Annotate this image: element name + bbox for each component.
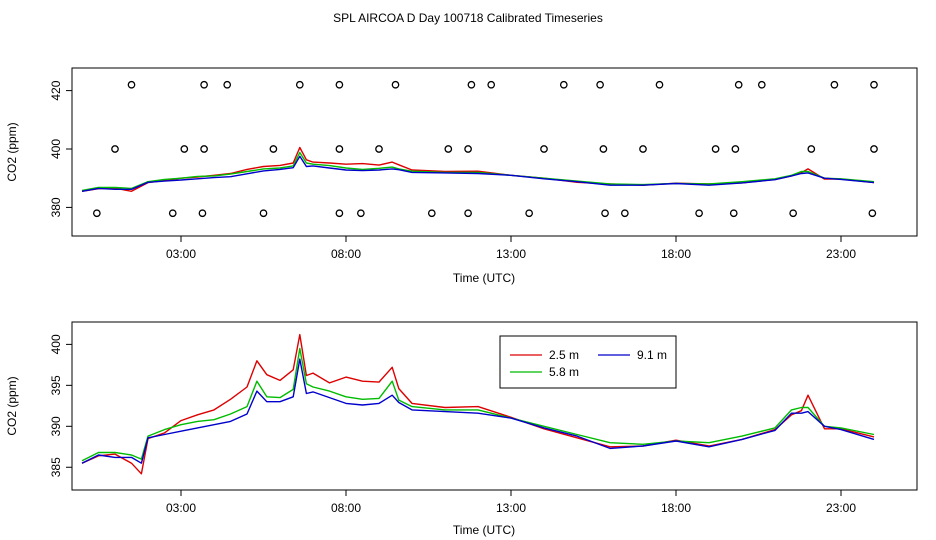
marker-point	[807, 145, 816, 153]
marker-point	[711, 145, 720, 153]
x-axis-bottom: 03:00 08:00 13:00 18:00 23:00	[166, 490, 856, 515]
y-axis-label-bottom: CO2 (ppm)	[5, 376, 19, 435]
series-line-2-5-m	[81, 146, 875, 193]
marker-point	[356, 209, 365, 218]
x-tick-label: 13:00	[496, 501, 526, 515]
x-tick-label: 18:00	[661, 247, 691, 261]
marker-point	[464, 209, 472, 218]
y-tick-label: 395	[49, 375, 63, 395]
marker-point	[789, 209, 798, 218]
marker-point	[200, 145, 208, 153]
marker-point	[200, 80, 208, 89]
y-tick-label: 400	[49, 139, 63, 159]
series-lines-bottom	[81, 333, 875, 475]
marker-point	[391, 80, 400, 89]
marker-point	[111, 145, 119, 153]
marker-point	[655, 80, 664, 89]
marker-point	[375, 145, 383, 153]
marker-point	[734, 80, 743, 89]
x-tick-label: 08:00	[331, 501, 361, 515]
x-axis-top: 03:00 08:00 13:00 18:00 23:00	[166, 236, 856, 261]
marker-point	[601, 209, 609, 218]
series-line-9-1-m	[81, 155, 875, 192]
marker-point	[540, 145, 548, 153]
legend-box	[499, 335, 677, 389]
legend-label-5-8m: 5.8 m	[549, 365, 579, 379]
marker-point	[335, 209, 344, 218]
marker-point	[596, 80, 604, 89]
marker-point	[525, 209, 534, 218]
series-lines-top	[81, 146, 875, 193]
marker-point	[868, 209, 877, 218]
marker-point	[127, 80, 136, 89]
marker-point	[427, 209, 436, 218]
marker-point	[757, 80, 766, 89]
y-tick-label: 400	[49, 334, 63, 354]
marker-point	[731, 145, 740, 153]
plot-frame-bottom	[71, 321, 918, 491]
marker-point	[870, 80, 878, 89]
marker-point	[259, 209, 268, 218]
marker-points-top	[93, 80, 878, 218]
marker-point	[335, 145, 344, 153]
marker-point	[870, 145, 878, 153]
series-line-5-8-m	[81, 347, 875, 462]
marker-point	[464, 145, 472, 153]
marker-point	[487, 80, 496, 89]
y-axis-label-top: CO2 (ppm)	[5, 122, 19, 181]
x-tick-label: 23:00	[826, 247, 856, 261]
x-tick-label: 13:00	[496, 247, 526, 261]
series-line-9-1-m	[81, 358, 875, 464]
marker-point	[467, 80, 476, 89]
marker-point	[559, 80, 568, 89]
marker-point	[168, 209, 177, 218]
panel-top: 03:00 08:00 13:00 18:00 23:00 380 400 420 Time…	[5, 67, 918, 285]
y-tick-label: 380	[49, 197, 63, 217]
x-tick-label: 23:00	[826, 501, 856, 515]
marker-point	[198, 209, 207, 218]
x-tick-label: 03:00	[166, 247, 196, 261]
y-tick-label: 420	[49, 80, 63, 100]
marker-point	[444, 145, 453, 153]
marker-point	[620, 209, 629, 218]
marker-point	[223, 80, 232, 89]
panel-bottom: 03:00 08:00 13:00 18:00 23:00 385 390 395 400 T…	[5, 321, 918, 537]
series-line-5-8-m	[81, 151, 875, 192]
x-tick-label: 03:00	[166, 501, 196, 515]
series-line-2-5-m	[81, 333, 875, 475]
y-tick-label: 385	[49, 457, 63, 477]
marker-point	[295, 80, 304, 89]
marker-point	[93, 209, 101, 218]
plot-frame-top	[71, 67, 918, 237]
chart-title: SPL AIRCOA D Day 100718 Calibrated Times…	[333, 11, 603, 25]
y-tick-label: 390	[49, 416, 63, 436]
marker-point	[639, 145, 647, 153]
x-tick-label: 18:00	[661, 501, 691, 515]
marker-point	[599, 145, 608, 153]
x-axis-label-top: Time (UTC)	[453, 271, 515, 285]
marker-point	[180, 145, 189, 153]
x-axis-label-bottom: Time (UTC)	[453, 523, 515, 537]
legend-label-9-1m: 9.1 m	[637, 348, 667, 362]
marker-point	[335, 80, 344, 89]
y-axis-bottom: 385 390 395 400	[49, 334, 72, 477]
y-axis-top: 380 400 420	[49, 80, 72, 217]
legend: 2.5 m 5.8 m 9.1 m	[499, 335, 677, 389]
marker-point	[695, 209, 703, 218]
marker-point	[269, 145, 278, 153]
x-tick-label: 08:00	[331, 247, 361, 261]
marker-point	[729, 209, 738, 218]
legend-label-2-5m: 2.5 m	[549, 348, 579, 362]
marker-point	[830, 80, 839, 89]
